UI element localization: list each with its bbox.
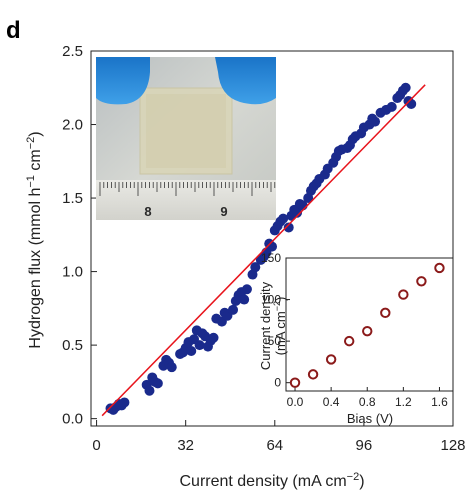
data-point xyxy=(406,98,417,109)
inset-data-point xyxy=(416,276,427,287)
ruler xyxy=(96,180,276,220)
inset-x-tick-label: 1.2 xyxy=(395,395,412,409)
x-tick-label: 64 xyxy=(266,437,283,454)
inset-x-tick-label: 0.4 xyxy=(323,395,340,409)
data-point xyxy=(239,294,250,305)
data-point xyxy=(119,397,130,408)
y-tick-label: 2.5 xyxy=(62,43,83,60)
data-point xyxy=(241,284,252,295)
data-point xyxy=(166,362,177,373)
inset-data-point xyxy=(398,289,409,300)
data-point xyxy=(400,82,411,93)
inset-y-tick-label: 150 xyxy=(261,251,281,265)
data-point xyxy=(186,346,197,356)
inset-data-point xyxy=(289,377,301,388)
y-tick-label: 0.5 xyxy=(62,337,83,354)
left-glove-icon xyxy=(96,57,150,105)
y-tick-label: 1.0 xyxy=(62,264,83,281)
inset-x-tick-label: 1.6 xyxy=(431,395,448,409)
data-point xyxy=(278,213,289,224)
data-point xyxy=(228,304,239,315)
y-tick-label: 0.0 xyxy=(62,411,83,428)
x-tick-label: 0 xyxy=(92,437,100,454)
data-point xyxy=(250,262,261,273)
panel-label: d xyxy=(6,17,21,44)
inset-data-point xyxy=(343,335,355,347)
membrane-photo: 8 9 xyxy=(96,57,276,220)
data-point xyxy=(370,116,381,127)
y-tick-label: 2.0 xyxy=(62,117,83,134)
inset-data-point xyxy=(362,325,373,337)
main-y-axis-label: Hydrogen flux (mmol h−1 cm−2) xyxy=(25,131,44,348)
data-point xyxy=(194,340,205,351)
data-point xyxy=(208,332,219,343)
inset-y-tick-label: 0 xyxy=(274,376,281,390)
inset-x-tick-label: 0.8 xyxy=(359,395,376,409)
inset-data-point xyxy=(380,307,391,319)
inset-x-tick-label: 0.0 xyxy=(287,395,304,409)
inset-y-tick-label: 50 xyxy=(268,334,282,348)
inset-y-axis-label-1: Current density xyxy=(258,281,273,370)
inset-data-point xyxy=(434,262,445,274)
inset-data-points xyxy=(289,262,445,388)
x-tick-label: 96 xyxy=(356,437,373,454)
main-plot-frame xyxy=(90,50,454,427)
x-tick-label: 32 xyxy=(177,437,194,454)
inset-y-tick-label: 100 xyxy=(261,293,281,307)
data-point xyxy=(144,385,155,396)
inset-axis-ticks: 0.0 0.4 0.8 1.2 1.6 0 50 100 150 xyxy=(261,251,448,409)
main-x-axis-label: Current density (mA cm−2) xyxy=(179,471,364,490)
main-axis-ticks: 0 32 64 96 128 0.0 0.5 1.0 1.5 2.0 2.5 xyxy=(62,43,465,454)
inset-data-point xyxy=(307,369,319,380)
data-point xyxy=(292,207,303,218)
right-glove-icon xyxy=(215,57,276,105)
data-point xyxy=(386,101,397,112)
data-point xyxy=(152,378,163,389)
y-tick-label: 1.5 xyxy=(62,190,83,207)
ruler-label-8: 8 xyxy=(144,204,151,219)
inset-y-axis-label-2: (mA cm−2) xyxy=(272,297,288,356)
inset-data-point xyxy=(325,354,337,365)
inset-x-axis-label: Bias (V) xyxy=(347,411,393,426)
x-tick-label: 128 xyxy=(440,437,465,454)
linear-fit-line xyxy=(101,84,426,417)
ruler-label-9: 9 xyxy=(220,204,227,219)
data-point xyxy=(283,222,294,233)
